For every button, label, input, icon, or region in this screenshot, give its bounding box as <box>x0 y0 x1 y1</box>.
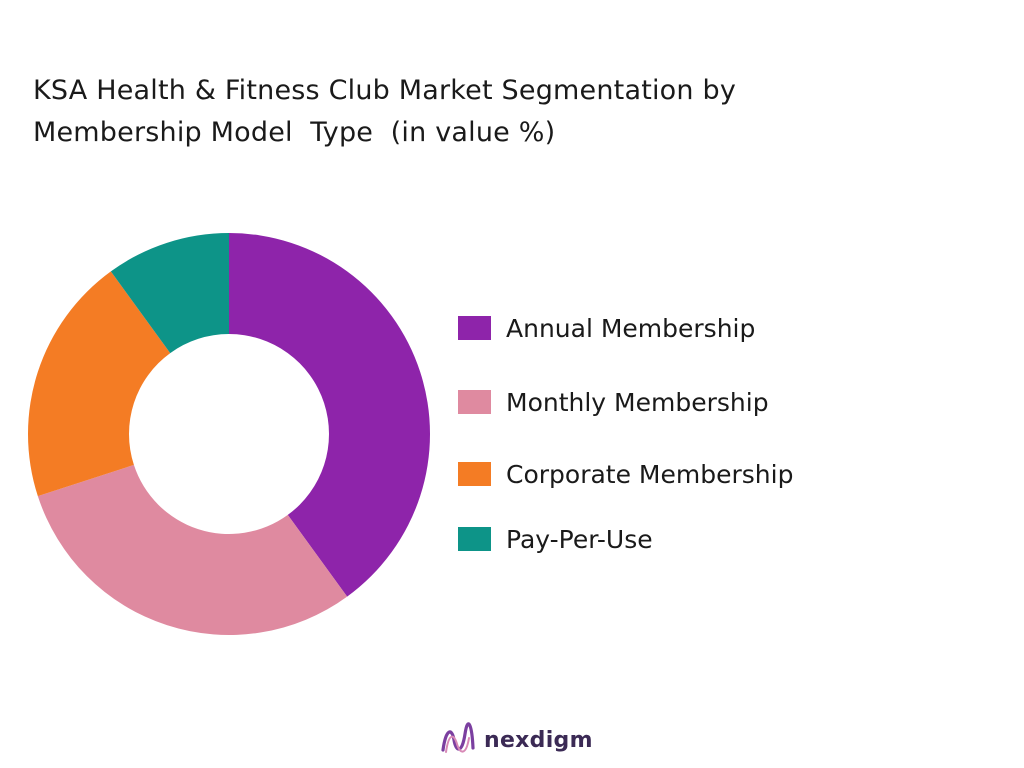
legend-item: Pay-Per-Use <box>458 516 653 562</box>
legend-swatch <box>458 527 491 551</box>
legend-swatch <box>458 462 491 486</box>
legend-label: Annual Membership <box>506 313 756 343</box>
brand: nexdigm <box>440 720 593 760</box>
donut-chart <box>27 233 430 635</box>
legend-item: Annual Membership <box>458 305 755 351</box>
brand-name: nexdigm <box>484 727 593 753</box>
donut-slice-monthly-membership <box>37 464 348 635</box>
donut-slice-pay-per-use <box>110 233 229 354</box>
legend-item: Corporate Membership <box>458 451 793 497</box>
legend-swatch <box>458 390 491 414</box>
legend-item: Monthly Membership <box>458 379 769 425</box>
legend-label: Monthly Membership <box>506 387 769 417</box>
donut-slice-annual-membership <box>229 233 430 597</box>
nexdigm-logo-icon <box>441 722 475 753</box>
chart-title: KSA Health & Fitness Club Market Segment… <box>33 75 737 148</box>
donut-slice-corporate-membership <box>27 271 171 497</box>
legend-swatch <box>458 316 491 340</box>
legend-label: Pay-Per-Use <box>506 524 653 554</box>
legend-label: Corporate Membership <box>506 459 794 489</box>
